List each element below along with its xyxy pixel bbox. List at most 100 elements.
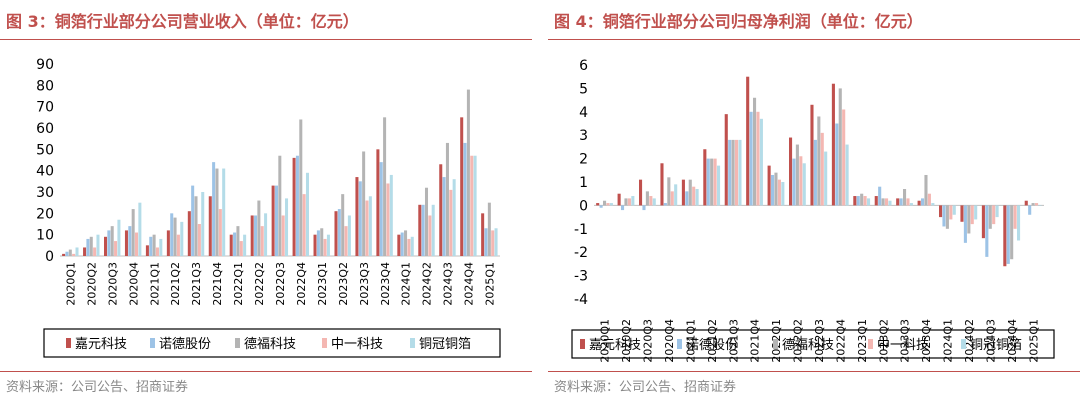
- bar: [777, 179, 781, 206]
- bar: [281, 215, 285, 256]
- bar: [155, 247, 159, 256]
- bar: [442, 177, 446, 256]
- bar: [466, 89, 470, 256]
- bar: [1010, 205, 1014, 260]
- bar: [967, 205, 971, 234]
- x-tick-label: 2021Q1: [148, 262, 161, 306]
- bar: [491, 230, 495, 256]
- bar: [470, 155, 474, 256]
- y-tick-label: 30: [36, 185, 54, 201]
- bar: [695, 189, 699, 206]
- bar: [1028, 205, 1032, 215]
- bar: [145, 245, 149, 256]
- legend-swatch: [773, 339, 778, 349]
- bar: [927, 193, 931, 206]
- bar: [746, 76, 750, 206]
- bar: [215, 168, 219, 256]
- bar: [860, 193, 864, 206]
- bar: [820, 132, 824, 206]
- legend-label: 德福科技: [244, 337, 296, 352]
- bar: [463, 142, 467, 256]
- bar: [759, 118, 763, 206]
- bar: [152, 234, 156, 256]
- bar: [302, 194, 306, 256]
- bar: [180, 221, 184, 256]
- y-tick-label: 2: [579, 152, 588, 168]
- bar: [939, 205, 943, 218]
- bar: [285, 198, 289, 256]
- title-rule: [0, 39, 532, 40]
- bar: [789, 137, 793, 206]
- bar: [921, 198, 925, 206]
- bar: [624, 198, 628, 206]
- x-tick-label: 2020Q4: [663, 319, 676, 363]
- bar: [909, 203, 913, 206]
- bar: [494, 228, 498, 256]
- bar: [1003, 205, 1007, 267]
- y-tick-label: 1: [579, 175, 588, 191]
- x-tick-label: 2023Q4: [379, 262, 392, 306]
- bar: [208, 196, 212, 256]
- y-tick-label: 3: [579, 128, 588, 144]
- bar: [952, 205, 956, 215]
- bar: [383, 117, 387, 256]
- bar: [233, 232, 237, 256]
- bar: [756, 111, 760, 206]
- bar: [218, 209, 222, 256]
- bar: [706, 158, 710, 206]
- bar: [439, 164, 443, 256]
- bar: [906, 198, 910, 206]
- x-tick-label: 2023Q3: [358, 262, 371, 306]
- bar: [738, 139, 742, 206]
- bar: [627, 198, 631, 206]
- bar: [135, 232, 139, 256]
- bar: [149, 236, 153, 256]
- bar: [1035, 203, 1039, 206]
- bar: [981, 205, 985, 239]
- bar: [753, 97, 757, 206]
- x-tick-label: 2022Q3: [274, 262, 287, 306]
- bar: [347, 215, 351, 256]
- bar: [731, 139, 735, 206]
- legend-label: 中一科技: [331, 337, 383, 352]
- bar: [642, 205, 646, 211]
- bar: [344, 226, 348, 256]
- y-tick-label: 6: [579, 58, 588, 74]
- y-tick-label: 50: [36, 142, 54, 158]
- bar: [75, 247, 79, 256]
- bar: [681, 179, 685, 206]
- bar: [885, 198, 889, 206]
- bar: [212, 162, 216, 256]
- bar: [710, 158, 714, 206]
- x-tick-label: 2023Q2: [337, 262, 350, 306]
- x-tick-label: 2022Q1: [232, 262, 245, 306]
- bar: [728, 139, 732, 206]
- bar: [735, 139, 739, 206]
- bar: [795, 144, 799, 206]
- bar: [767, 165, 771, 206]
- bar: [670, 191, 674, 206]
- bar: [988, 205, 992, 229]
- y-tick-label: 80: [36, 78, 54, 94]
- bar: [896, 198, 900, 206]
- bar: [792, 158, 796, 206]
- bar: [781, 182, 785, 206]
- legend-label: 诺德股份: [686, 338, 738, 353]
- bar: [445, 142, 449, 256]
- bar: [995, 205, 999, 218]
- bar: [713, 158, 717, 206]
- bar: [603, 200, 607, 206]
- bar: [639, 179, 643, 206]
- bar: [376, 149, 380, 256]
- chart-panel-net-profit: 图 4：铜箔行业部分公司归母净利润（单位：亿元） -4 -3 -2 -1 0 1 2 3 4 5 6…: [548, 0, 1080, 405]
- legend-swatch: [677, 339, 682, 349]
- x-tick-label: 2021Q2: [169, 262, 182, 306]
- bar: [124, 230, 128, 256]
- x-tick-label: 2024Q1: [942, 319, 955, 363]
- legend-label: 嘉元科技: [589, 338, 641, 353]
- legend-swatch: [66, 338, 71, 348]
- bar: [667, 177, 671, 206]
- bar: [386, 183, 390, 256]
- bar: [424, 187, 429, 256]
